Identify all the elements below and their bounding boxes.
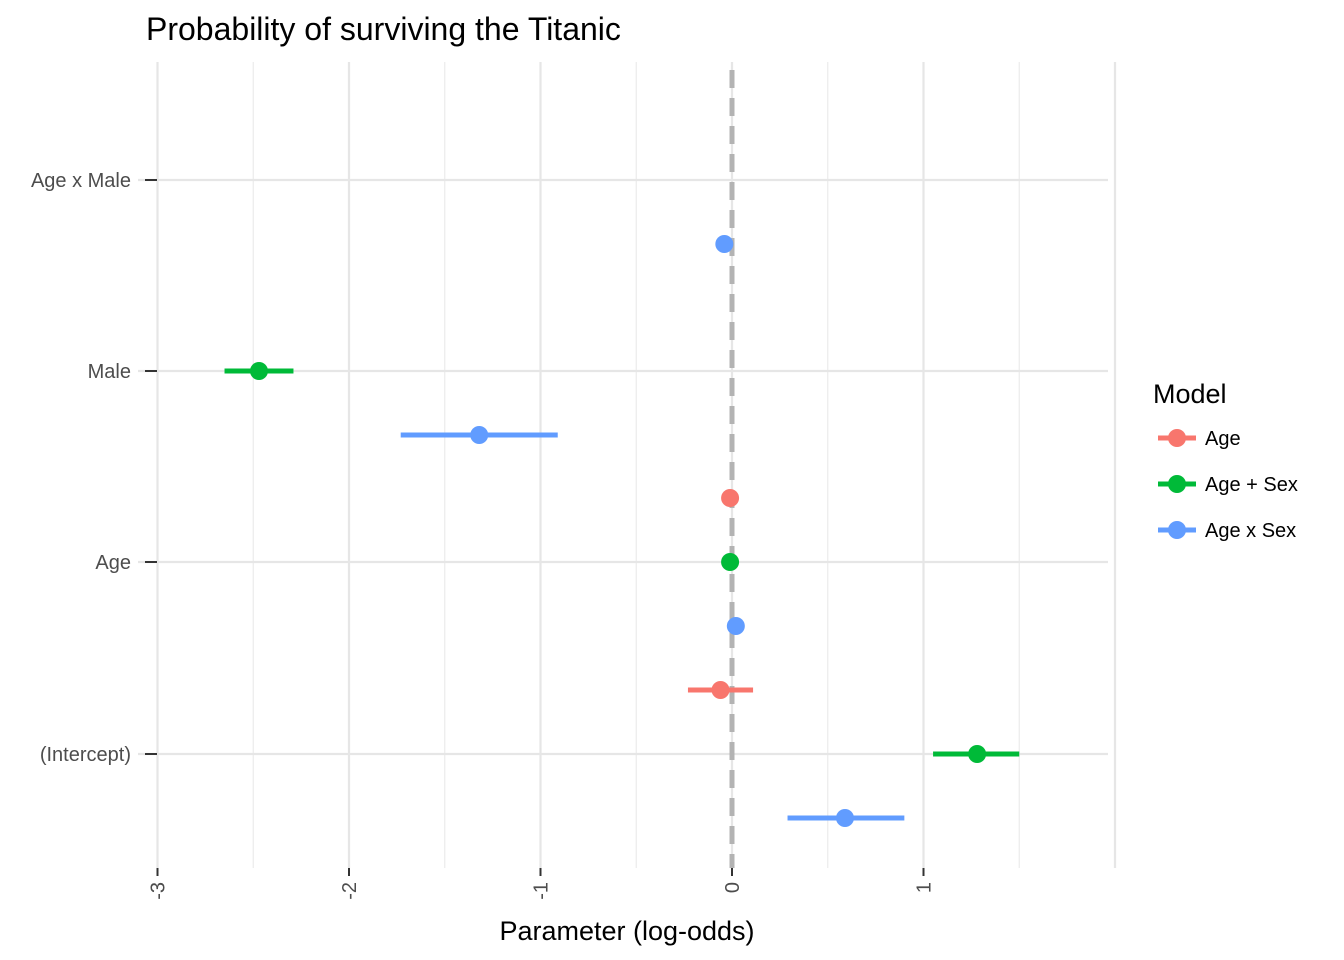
legend-key-point <box>1168 521 1186 539</box>
legend-items: Age Age + Sex Age x Sex <box>1158 428 1298 542</box>
x-tick-label: 1 <box>914 882 936 893</box>
legend-label: Age <box>1205 428 1241 450</box>
x-tick-label: 0 <box>722 882 744 893</box>
x-tick-label: -2 <box>339 882 361 900</box>
y-tick-label: Age <box>95 552 131 574</box>
x-tick-labels: -3 -2 -1 0 1 <box>148 882 936 900</box>
axis-ticks <box>145 179 925 876</box>
estimate-point <box>835 809 854 827</box>
legend-label: Age + Sex <box>1205 474 1298 496</box>
y-tick-labels: (Intercept) Age Male Age x Male <box>31 170 131 766</box>
major-gridlines <box>138 62 1117 868</box>
legend-label: Age x Sex <box>1205 520 1296 542</box>
estimate-point <box>711 681 730 699</box>
y-tick-label: Age x Male <box>31 170 131 192</box>
chart-marks <box>224 235 1020 827</box>
estimate-point <box>721 553 740 571</box>
estimate-point <box>968 745 987 763</box>
legend-title: Model <box>1153 379 1227 409</box>
x-tick-label: -1 <box>531 882 553 900</box>
legend-key-point <box>1168 429 1186 447</box>
estimate-point <box>721 489 740 507</box>
estimate-point <box>715 235 734 253</box>
estimate-point <box>726 617 745 635</box>
minor-gridlines <box>252 62 1020 868</box>
estimate-point <box>249 362 268 380</box>
x-tick-label: -3 <box>148 882 170 900</box>
estimate-point <box>470 426 489 444</box>
legend: Model Age Age + Sex Age x Sex <box>1153 379 1298 542</box>
chart-title: Probability of surviving the Titanic <box>146 11 621 47</box>
legend-key-point <box>1168 475 1186 493</box>
y-tick-label: Male <box>88 361 131 383</box>
x-axis-title: Parameter (log-odds) <box>499 916 754 946</box>
y-tick-label: (Intercept) <box>40 744 131 766</box>
